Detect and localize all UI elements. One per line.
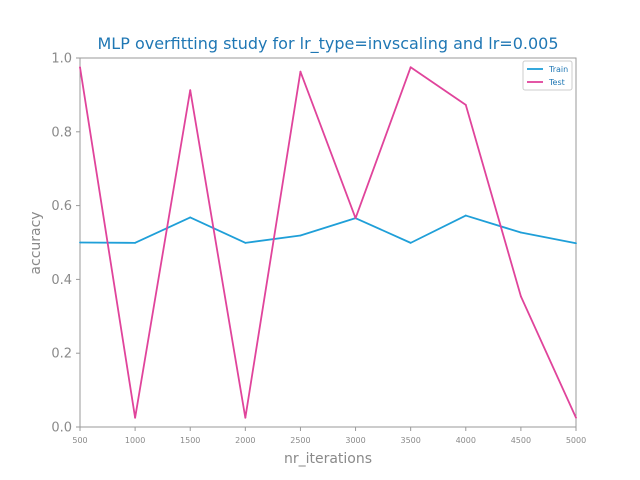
data-point-train	[575, 242, 577, 245]
data-point-test	[464, 103, 467, 106]
x-tick-label: 3500	[400, 436, 420, 445]
legend-label-test: Test	[548, 78, 565, 87]
data-point-test	[79, 66, 81, 69]
plot-area: 0.0 0.2 0.4 0.6 0.8 1.0 500 1000 1500 2000 2500 300…	[51, 52, 586, 446]
x-axis-label: nr_iterations	[284, 451, 372, 467]
data-point-test	[134, 416, 137, 419]
y-tick-label: 0.2	[51, 347, 72, 362]
x-tick-label: 1500	[180, 436, 200, 445]
x-tick-label: 2000	[235, 436, 255, 445]
data-point-test	[189, 89, 192, 92]
y-axis-label: accuracy	[28, 211, 44, 274]
x-tick-label: 500	[72, 436, 87, 445]
series-line-train	[79, 214, 577, 245]
data-point-train	[299, 234, 302, 237]
data-point-train	[134, 241, 137, 244]
x-tick-label: 4000	[456, 436, 476, 445]
data-point-test	[354, 217, 357, 220]
data-point-test	[575, 416, 577, 419]
y-tick-label: 0.8	[51, 125, 72, 140]
data-point-test	[409, 66, 412, 69]
chart-title: MLP overfitting study for lr_type=invsca…	[98, 34, 559, 54]
plot-frame	[79, 57, 577, 428]
data-point-train	[519, 231, 522, 234]
x-tick-label: 4500	[511, 436, 531, 445]
data-point-test	[299, 70, 302, 73]
x-tick-label: 5000	[566, 436, 586, 445]
data-point-test	[244, 416, 247, 419]
data-point-train	[244, 241, 247, 244]
x-tick-label: 1000	[125, 436, 145, 445]
y-tick-label: 1.0	[51, 52, 72, 67]
data-point-train	[189, 216, 192, 219]
legend-label-train: Train	[548, 65, 568, 74]
series-line-test	[79, 66, 577, 419]
data-point-train	[409, 241, 412, 244]
data-point-train	[79, 241, 81, 244]
data-point-test	[519, 295, 522, 298]
x-tick-label: 3000	[345, 436, 365, 445]
y-tick-label: 0.4	[51, 273, 72, 288]
data-point-train	[464, 214, 467, 217]
x-tick-label: 2500	[290, 436, 310, 445]
legend: Train Test	[522, 60, 573, 91]
y-tick-label: 0.0	[51, 421, 72, 436]
y-tick-label: 0.6	[51, 199, 72, 214]
